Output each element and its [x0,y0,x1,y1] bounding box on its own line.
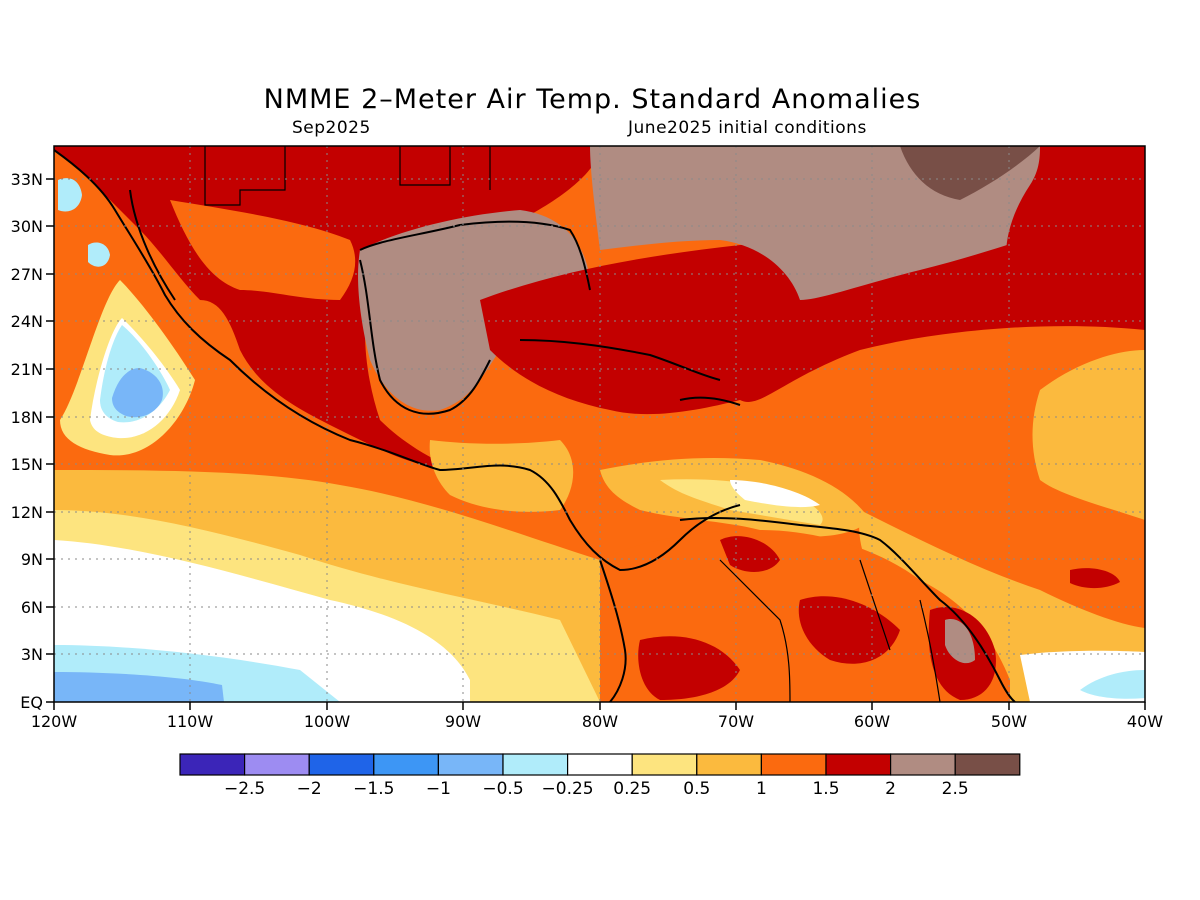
lat-label-30n: 30N [11,217,43,236]
colorbar-swatch [696,753,762,776]
colorbar-swatch [889,753,956,776]
colorbar-label: −2.5 [224,779,265,799]
anomaly-2-sa-guyana [798,596,900,664]
colorbar-labels: −2.5 −2 −1.5 −1 −0.5 −0.25 0.25 0.5 1 1.… [224,779,969,799]
colorbar-swatch [566,753,633,776]
anomaly-2-caribbean [480,220,1145,415]
lon-label-60w: 60W [854,712,890,731]
lon-label-110w: 110W [167,712,214,731]
anomaly-15-mexico-inner [170,200,356,300]
borders [204,146,941,702]
colorbar-swatch [631,753,698,776]
lat-label-6n: 6N [21,598,43,617]
lat-label-15n: 15N [11,455,43,474]
forecast-month: Sep2025 [292,118,371,138]
colorbar-label: 0.5 [683,779,710,799]
lat-label-24n: 24N [11,312,43,331]
lat-label-12n: 12N [11,503,43,522]
colorbar-swatch [825,753,892,776]
lat-label-9n: 9N [21,550,43,569]
lon-ticks [53,702,1146,710]
lat-label-3n: 3N [21,645,43,664]
colorbar-swatch [760,753,827,776]
anomaly-field [54,146,1145,702]
colorbar-label: 0.25 [613,779,651,799]
colorbar-swatch [437,753,504,776]
anomaly-neg05-pacific [54,672,224,702]
anomaly-atlantic-darkbrown [900,146,1040,200]
lon-label-100w: 100W [304,712,351,731]
lat-label-33n: 33N [11,170,43,189]
colorbar-swatch [502,753,569,776]
lon-label-40w: 40W [1127,712,1163,731]
lat-label-27n: 27N [11,265,43,284]
colorbar-swatch [244,753,310,776]
colorbar-swatch [954,753,1021,776]
anomaly-neg025-south-atlantic [1080,670,1145,699]
colorbar-label: −0.25 [542,779,594,799]
colorbar-label: −1 [426,779,451,799]
lon-label-70w: 70W [718,712,754,731]
lat-label-21n: 21N [11,360,43,379]
anomaly-1-east-atlantic [1032,350,1145,520]
anomaly-1-central-america [429,440,574,512]
colorbar-label: 2 [885,779,896,799]
anomaly-brown-sa-east [945,619,975,664]
lat-ticks [46,178,54,703]
anomaly-gulf-brown [358,210,590,411]
anomaly-atlantic-brown [590,146,1145,300]
colorbar-swatch [179,753,246,776]
lon-labels: 120W 110W 100W 90W 80W 70W 60W 50W 40W [31,712,1163,731]
anomaly-white-caribbean-sea [730,480,820,508]
lon-label-80w: 80W [582,712,618,731]
lon-label-120w: 120W [31,712,78,731]
anomaly-ca-cyan2 [88,242,110,267]
colorbar-label: −2 [297,779,322,799]
colorbar-label: 2.5 [942,779,969,799]
anomaly-atlantic-red-east [1006,146,1145,300]
graticule [54,146,1145,702]
map-title: NMME 2–Meter Air Temp. Standard Anomalie… [263,84,922,115]
coastlines [54,149,1016,702]
colorbar [179,753,1021,776]
colorbar-label: 1 [756,779,767,799]
colorbar-swatch [308,753,375,776]
colorbar-label: 1.5 [812,779,839,799]
lon-label-50w: 50W [991,712,1027,731]
lat-label-eq: EQ [20,693,43,712]
anomaly-2-atlantic-spot [1070,568,1120,589]
anomaly-2-sa-maracaibo [720,536,780,572]
anomaly-ca-cyan [58,178,82,212]
colorbar-label: −0.5 [482,779,523,799]
lon-label-90w: 90W [445,712,481,731]
colorbar-swatch [373,753,439,776]
initial-conditions: June2025 initial conditions [628,118,867,138]
colorbar-label: −1.5 [353,779,394,799]
lat-label-18n: 18N [11,408,43,427]
anomaly-baja-blue [112,368,163,418]
lat-labels: EQ 3N 6N 9N 12N 15N 18N 21N 24N 27N 30N … [11,170,43,712]
anomaly-2-sa-west [638,636,740,700]
